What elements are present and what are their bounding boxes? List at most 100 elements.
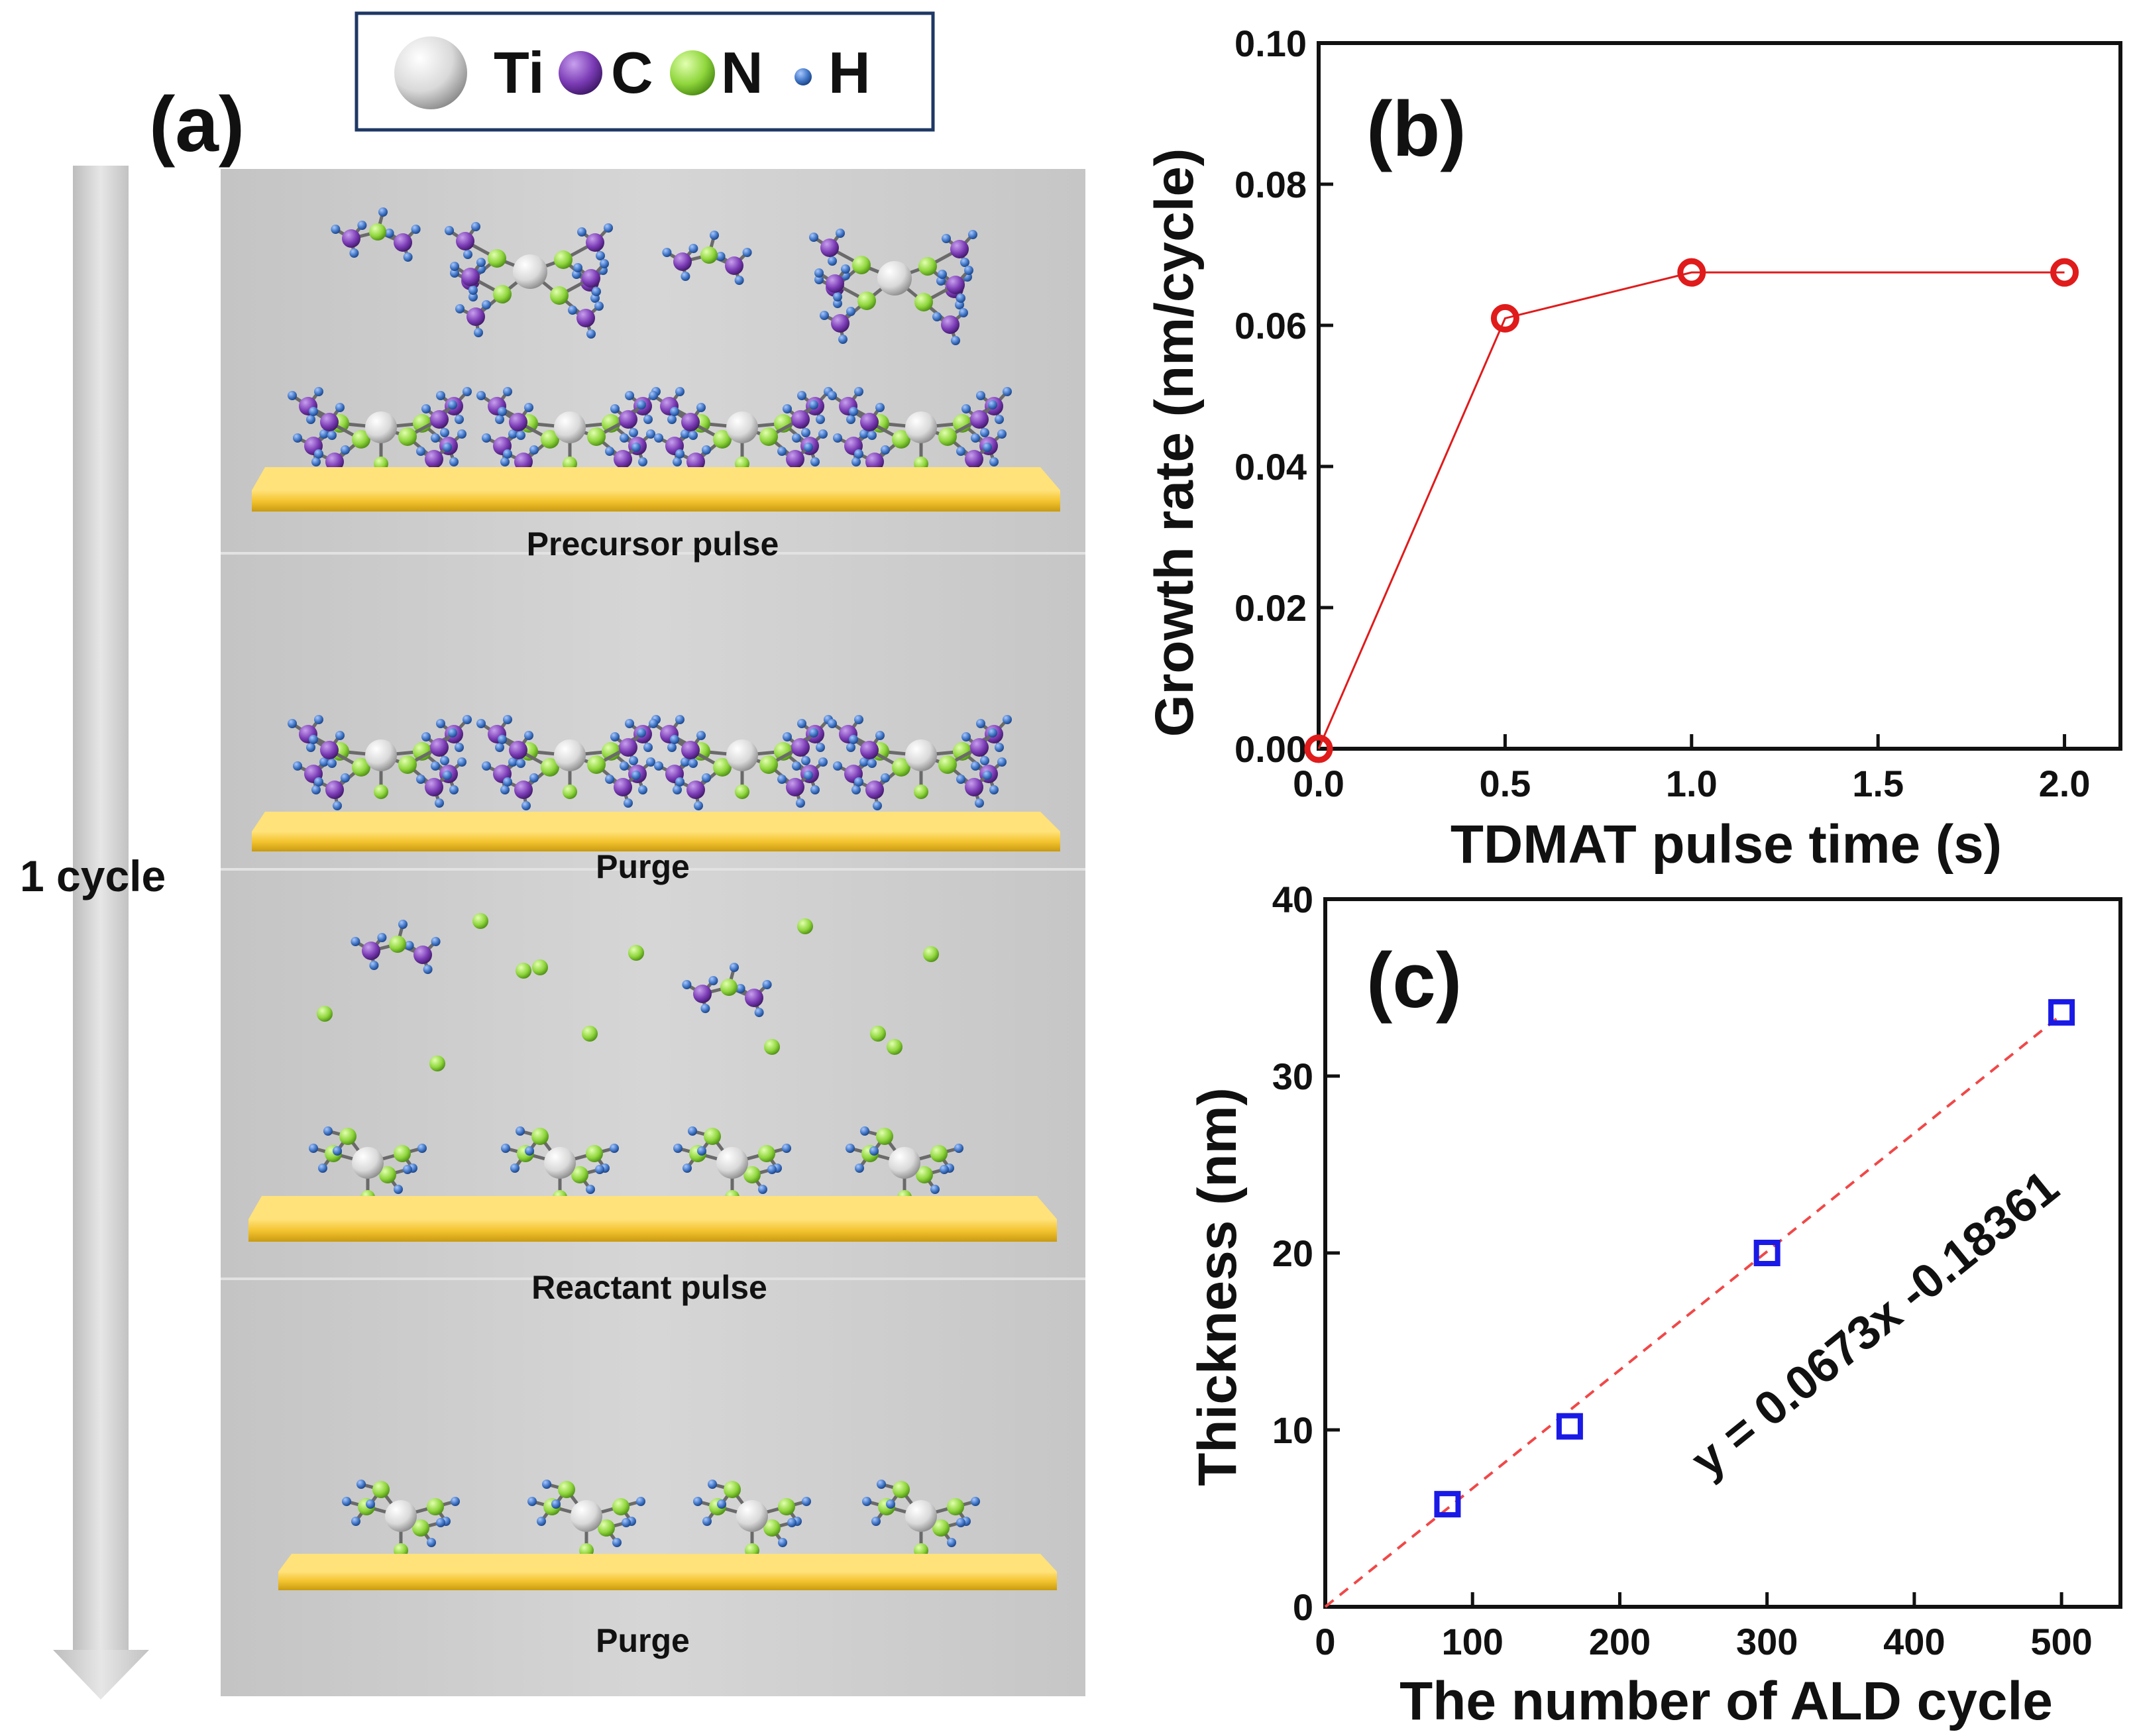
- h-atom: [854, 715, 863, 724]
- h-atom: [377, 933, 387, 942]
- h-atom: [455, 304, 465, 313]
- h-atom: [638, 457, 647, 466]
- x-tick-label: 500: [2030, 1621, 2092, 1662]
- h-atom: [971, 1497, 980, 1506]
- n-atom: [374, 785, 388, 799]
- c-atom: [430, 738, 449, 757]
- y-tick-label: 30: [1272, 1056, 1313, 1097]
- n-atom: [339, 1128, 356, 1145]
- arrow-head-icon: [53, 1650, 149, 1700]
- n-atom: [947, 1498, 964, 1515]
- h-atom: [809, 728, 818, 737]
- h-atom: [503, 387, 512, 396]
- h-atom: [980, 756, 989, 765]
- h-atom: [417, 1144, 427, 1153]
- h-atom: [754, 1008, 764, 1017]
- n-atom: [932, 1519, 950, 1537]
- x-tick-labels: 0.0 0.5 1.0 1.5 2.0: [1293, 763, 2090, 804]
- h-atom: [886, 1499, 895, 1509]
- c-atom: [865, 781, 884, 799]
- h-atom: [476, 258, 486, 267]
- y-tick-label: 0.00: [1234, 728, 1307, 770]
- h-atom: [638, 785, 647, 794]
- ti-atom: [554, 411, 586, 443]
- h-atom: [801, 428, 810, 437]
- h-atom: [828, 256, 837, 266]
- h-atom: [416, 447, 425, 456]
- fit-line: [1324, 1013, 2063, 1608]
- h-atom: [710, 231, 719, 240]
- h-atom: [431, 937, 441, 946]
- h-atom: [816, 743, 825, 752]
- n-atom: [759, 427, 778, 446]
- c-atom: [826, 274, 844, 293]
- h-atom: [527, 1497, 537, 1506]
- panel-c-label: (c): [1366, 937, 1462, 1024]
- h-atom: [351, 1517, 360, 1526]
- c-atom: [325, 781, 344, 799]
- h-atom: [314, 715, 323, 724]
- h-atom: [846, 743, 855, 752]
- panel-b-label: (b): [1366, 85, 1466, 173]
- h-atom: [524, 403, 533, 412]
- c-atom: [586, 233, 604, 252]
- h-atom: [636, 1497, 645, 1506]
- h-atom: [854, 777, 863, 787]
- h-atom: [620, 761, 629, 771]
- axis-ticks: [1323, 897, 2063, 1609]
- h-atom: [309, 1144, 318, 1153]
- h-atom: [797, 719, 806, 728]
- y-tick-labels: 0 10 20 30 40: [1272, 879, 1313, 1628]
- h-atom: [501, 1144, 510, 1153]
- h-atom: [349, 248, 359, 258]
- c-atom: [686, 781, 705, 799]
- h-atom: [309, 735, 318, 744]
- h-atom: [448, 400, 457, 409]
- h-atom: [942, 234, 951, 243]
- h-atom: [503, 777, 512, 787]
- data-point: [1556, 1413, 1583, 1440]
- h-atom: [637, 728, 646, 737]
- h-atom: [440, 428, 449, 437]
- h-atom: [309, 407, 318, 416]
- n-atom: [628, 945, 644, 961]
- c-atom: [430, 410, 449, 429]
- h-atom: [625, 391, 634, 400]
- h-atom: [508, 429, 518, 439]
- h-atom: [693, 1497, 702, 1506]
- h-atom: [451, 1497, 460, 1506]
- h-atom: [306, 743, 315, 752]
- n-atom: [797, 918, 813, 934]
- h-atom: [997, 429, 1007, 439]
- h-atom: [758, 1185, 767, 1194]
- c-atom: [456, 232, 474, 250]
- h-atom: [809, 233, 818, 242]
- n-atom: [743, 1166, 761, 1183]
- h-atom: [482, 761, 491, 771]
- h-atom: [940, 1165, 949, 1174]
- h-atom: [327, 431, 337, 440]
- fit-equation-label: y = 0.0673x -0.18361: [1682, 1160, 2069, 1488]
- h-atom: [961, 404, 971, 413]
- h-atom: [421, 404, 431, 413]
- h-atom: [498, 735, 507, 744]
- h-atom: [306, 415, 315, 424]
- h-atom: [314, 387, 323, 396]
- legend-c-label: C: [611, 40, 653, 105]
- h-atom: [449, 785, 459, 794]
- ti-atom: [905, 411, 937, 443]
- h-atom: [351, 937, 360, 946]
- h-atom: [708, 976, 718, 985]
- x-axis-title: The number of ALD cycle: [1399, 1671, 2053, 1731]
- h-atom: [877, 1480, 886, 1489]
- n-atom: [488, 249, 506, 268]
- ti-atom: [905, 739, 937, 771]
- h-atom: [833, 299, 842, 308]
- c-atom: [614, 778, 632, 796]
- c-atom: [425, 450, 443, 468]
- legend-h-label: H: [828, 40, 871, 105]
- y-tick-label: 20: [1272, 1232, 1313, 1274]
- h-atom: [468, 292, 478, 301]
- c-atom: [745, 989, 763, 1007]
- h-atom: [976, 719, 985, 728]
